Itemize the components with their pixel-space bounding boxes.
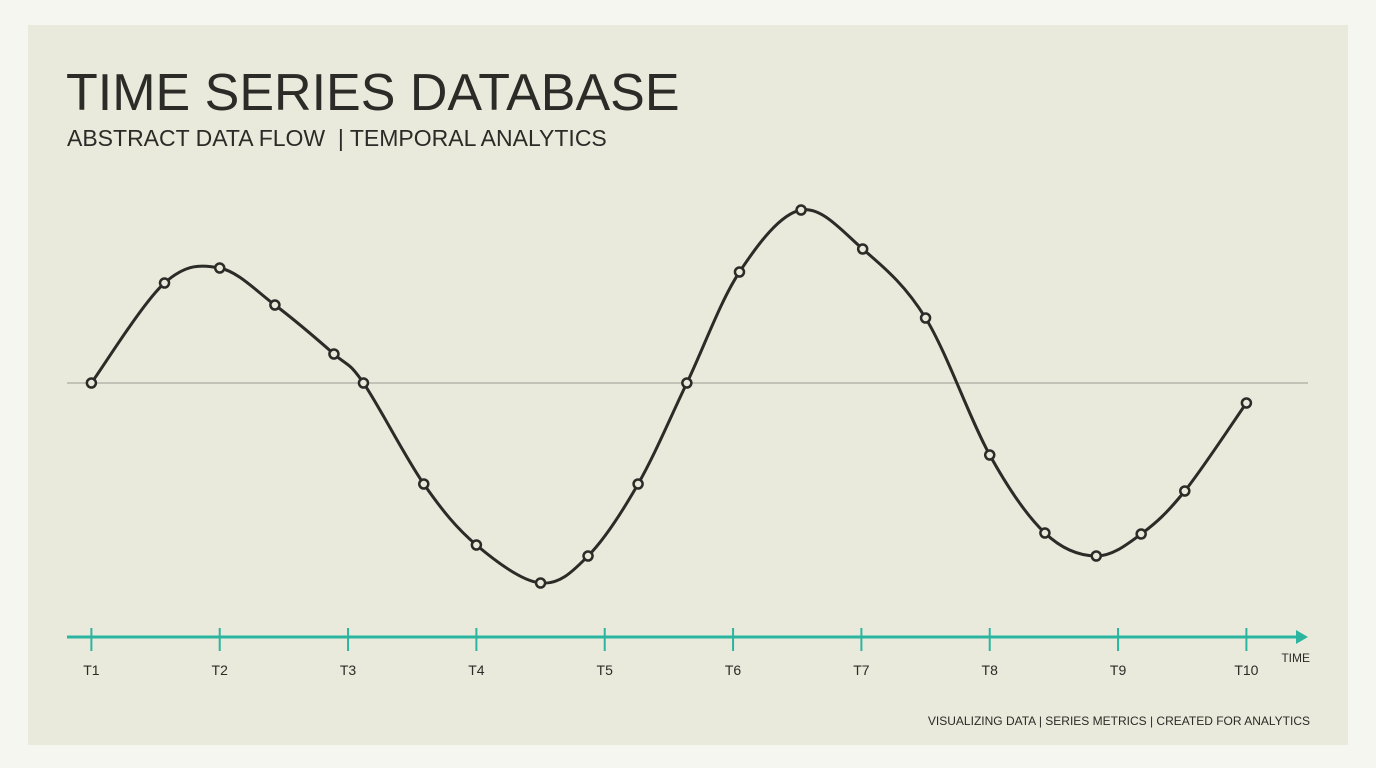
- data-point: [534, 577, 547, 589]
- data-point: [328, 348, 340, 360]
- x-tick-label: T2: [212, 662, 229, 678]
- data-point: [1135, 528, 1147, 540]
- data-point: [983, 449, 996, 461]
- data-point: [1090, 550, 1102, 562]
- x-tick-label: T4: [468, 662, 485, 678]
- x-axis-arrow: [1296, 630, 1308, 644]
- data-point: [856, 243, 869, 255]
- data-point: [357, 377, 370, 389]
- data-point: [1039, 527, 1051, 539]
- data-point: [470, 539, 483, 551]
- data-point: [1179, 485, 1191, 497]
- data-point: [1240, 397, 1253, 409]
- data-point: [158, 277, 171, 289]
- series-line: [90, 208, 1248, 585]
- data-point: [681, 377, 693, 389]
- x-tick-label: T8: [982, 662, 999, 678]
- x-tick-label: T10: [1234, 662, 1258, 678]
- x-tick-label: T5: [597, 662, 614, 678]
- data-point: [795, 204, 807, 216]
- x-tick-label: T7: [853, 662, 870, 678]
- footer: VISUALIZING DATA | SERIES METRICS | CREA…: [928, 714, 1310, 728]
- data-point: [269, 299, 281, 311]
- x-axis-label: TIME: [1281, 651, 1310, 665]
- data-point: [418, 478, 430, 490]
- data-point: [582, 550, 594, 562]
- data-point: [85, 377, 98, 389]
- data-point: [213, 262, 226, 274]
- subtitle: ABSTRACT DATA FLOW | TEMPORAL ANALYTICS: [67, 125, 607, 151]
- x-tick-label: T6: [725, 662, 742, 678]
- data-point: [919, 312, 932, 324]
- x-tick-label: T3: [340, 662, 357, 678]
- x-tick-label: T1: [83, 662, 100, 678]
- data-point: [733, 266, 746, 278]
- chart-title: TIME SERIES DATABASE: [66, 64, 680, 122]
- x-tick-label: T9: [1110, 662, 1127, 678]
- data-point: [632, 478, 644, 490]
